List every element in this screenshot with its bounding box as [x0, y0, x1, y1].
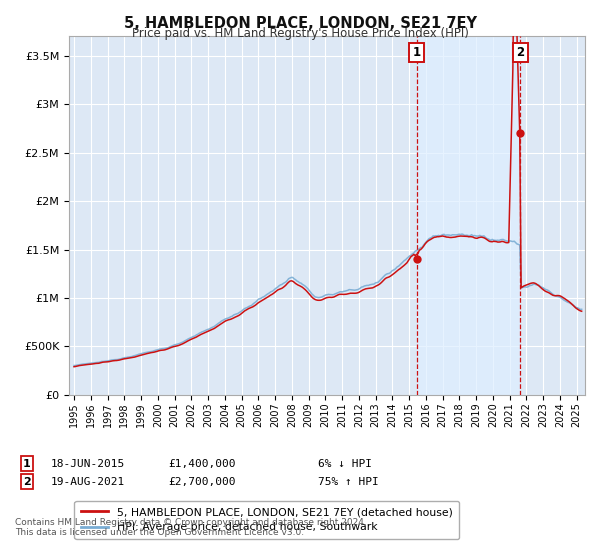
Text: £1,400,000: £1,400,000 [168, 459, 236, 469]
Text: 1: 1 [23, 459, 31, 469]
Text: 1: 1 [413, 46, 421, 59]
Text: Price paid vs. HM Land Registry's House Price Index (HPI): Price paid vs. HM Land Registry's House … [131, 27, 469, 40]
Legend: 5, HAMBLEDON PLACE, LONDON, SE21 7EY (detached house), HPI: Average price, detac: 5, HAMBLEDON PLACE, LONDON, SE21 7EY (de… [74, 501, 459, 539]
Text: 6% ↓ HPI: 6% ↓ HPI [318, 459, 372, 469]
Text: Contains HM Land Registry data © Crown copyright and database right 2024.
This d: Contains HM Land Registry data © Crown c… [15, 518, 367, 538]
Bar [417, 36, 520, 395]
Text: 18-JUN-2015: 18-JUN-2015 [51, 459, 125, 469]
Text: 2: 2 [516, 46, 524, 59]
Text: 5, HAMBLEDON PLACE, LONDON, SE21 7EY: 5, HAMBLEDON PLACE, LONDON, SE21 7EY [124, 16, 476, 31]
Text: 19-AUG-2021: 19-AUG-2021 [51, 477, 125, 487]
Text: £2,700,000: £2,700,000 [168, 477, 236, 487]
Text: 75% ↑ HPI: 75% ↑ HPI [318, 477, 379, 487]
Text: 2: 2 [23, 477, 31, 487]
